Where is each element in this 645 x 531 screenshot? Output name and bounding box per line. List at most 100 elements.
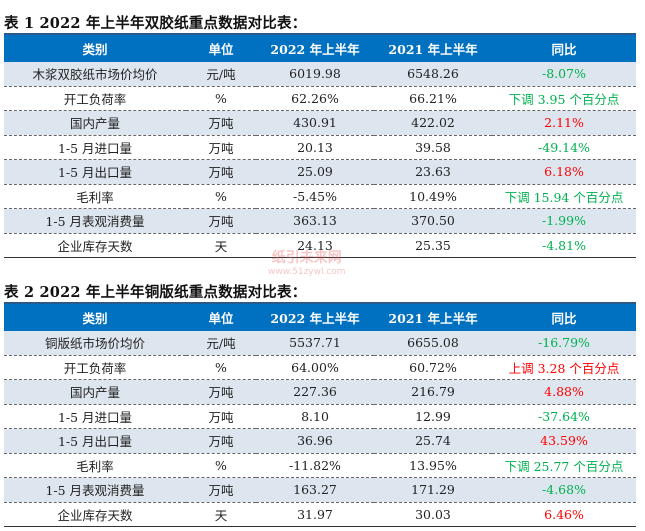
table-cell: 万吨 [186,404,256,429]
column-header: 类别 [4,302,186,331]
yoy-cell: -49.14% [492,135,636,160]
table-row: 企业库存天数天 24.13 25.35 -4.81% [4,233,636,258]
table-cell: 万吨 [186,477,256,503]
table-cell: 31.97 [256,502,374,527]
table-cell: 天 [186,233,256,258]
table-row: 毛利率% -11.82% 13.95% 下调 25.77 个百分点 [4,453,636,478]
table-cell: 1-5 月进口量 [4,135,186,160]
column-header: 单位 [186,302,256,331]
yoy-cell: 4.88% [492,379,636,405]
table-cell: % [186,86,256,111]
table-cell: 元/吨 [186,331,256,356]
column-header: 2021 年上半年 [374,302,492,331]
table-cell: 1-5 月出口量 [4,428,186,454]
table-cell: 万吨 [186,379,256,405]
table-cell: 1-5 月出口量 [4,159,186,185]
table-cell: 1-5 月进口量 [4,404,186,429]
table-cell: 万吨 [186,428,256,454]
table-row: 国内产量 万吨 430.91 422.02 2.11% [4,110,636,136]
table-cell: 企业库存天数 [4,233,186,258]
table-cell: 171.29 [374,477,492,503]
table-row: 1-5 月进口量 万吨 20.13 39.58 -49.14% [4,135,636,160]
yoy-cell: 43.59% [492,428,636,454]
table-row: 铜版纸市场价均价 元/吨 5537.71 6655.08 -16.79% [4,331,636,356]
table-cell: 25.35 [374,233,492,258]
yoy-cell: -16.79% [492,331,636,356]
yoy-cell: 上调 3.28 个百分点 [492,355,636,380]
table-row: 1-5 月出口量 万吨 25.09 23.63 6.18% [4,159,636,185]
table-cell: 万吨 [186,135,256,160]
table-cell: 6019.98 [256,62,374,87]
table-cell: 12.99 [374,404,492,429]
table-row: 开工负荷率% 62.26% 66.21% 下调 3.95 个百分点 [4,86,636,111]
table-row: 1-5 月表观消费量 万吨 163.27 171.29 -4.68% [4,477,636,503]
table-row: 毛利率% -5.45% 10.49% 下调 15.94 个百分点 [4,184,636,209]
table-cell: 开工负荷率 [4,86,186,111]
column-header: 2022 年上半年 [256,302,374,331]
table-cell: 20.13 [256,135,374,160]
table-cell: 36.96 [256,428,374,454]
table-row: 国内产量 万吨 227.36 216.79 4.88% [4,379,636,405]
table-cell: 60.72% [374,355,492,380]
table-cell: 10.49% [374,184,492,209]
yoy-cell: 下调 3.95 个百分点 [492,86,636,111]
watermark-logo: 纸引未来网 www.51zywl.com [268,250,346,277]
table-cell: 25.09 [256,159,374,185]
table-cell: 毛利率 [4,184,186,209]
table-header-row: 类别 单位 2022 年上半年 2021 年上半年 同比 [4,302,636,331]
table-cell: 开工负荷率 [4,355,186,380]
yoy-cell: -1.99% [492,208,636,234]
table-cell: 163.27 [256,477,374,503]
table-cell: 30.03 [374,502,492,527]
table-cell: 23.63 [374,159,492,185]
table-cell: 铜版纸市场价均价 [4,331,186,356]
table-cell: 227.36 [256,379,374,405]
table-cell: 24.13 [256,233,374,258]
table-cell: 6655.08 [374,331,492,356]
yoy-cell: -8.07% [492,62,636,87]
table-cell: 430.91 [256,110,374,136]
table-cell: 39.58 [374,135,492,160]
table-cell: -11.82% [256,453,374,478]
column-header: 同比 [492,302,636,331]
yoy-cell: 2.11% [492,110,636,136]
table-row: 开工负荷率% 64.00% 60.72% 上调 3.28 个百分点 [4,355,636,380]
yoy-cell: 下调 15.94 个百分点 [492,184,636,209]
table-cell: % [186,184,256,209]
table-header-row: 类别 单位 2022 年上半年 2021 年上半年 同比 [4,33,636,62]
table-cell: % [186,355,256,380]
column-header: 单位 [186,33,256,62]
table-cell: 66.21% [374,86,492,111]
table1-caption: 表 1 2022 年上半年双胶纸重点数据对比表： [4,15,307,32]
table-cell: 422.02 [374,110,492,136]
yoy-cell: -4.81% [492,233,636,258]
table-cell: -5.45% [256,184,374,209]
table-row: 1-5 月出口量 万吨 36.96 25.74 43.59% [4,428,636,454]
table-cell: 13.95% [374,453,492,478]
table-cell: 天 [186,502,256,527]
yoy-cell: -37.64% [492,404,636,429]
table-cell: 8.10 [256,404,374,429]
table2: 类别 单位 2022 年上半年 2021 年上半年 同比 铜版纸市场价均价 元/吨 5537… [4,302,636,527]
table-row: 木浆双胶纸市场价均价 元/吨 6019.98 6548.26 -8.07% [4,62,636,87]
table1: 类别 单位 2022 年上半年 2021 年上半年 同比 木浆双胶纸市场价均价 元/吨 60… [4,33,636,258]
table-cell: 25.74 [374,428,492,454]
column-header: 类别 [4,33,186,62]
table-cell: 6548.26 [374,62,492,87]
yoy-cell: 下调 25.77 个百分点 [492,453,636,478]
table-cell: 1-5 月表观消费量 [4,477,186,503]
table-cell: 国内产量 [4,379,186,405]
table-cell: 万吨 [186,208,256,234]
table-cell: 370.50 [374,208,492,234]
yoy-cell: -4.68% [492,477,636,503]
table-cell: 元/吨 [186,62,256,87]
table-row: 企业库存天数天 31.97 30.03 6.46% [4,502,636,527]
table-cell: 国内产量 [4,110,186,136]
yoy-cell: 6.46% [492,502,636,527]
table-cell: 木浆双胶纸市场价均价 [4,62,186,87]
table-cell: 363.13 [256,208,374,234]
table-cell: 64.00% [256,355,374,380]
table-cell: 5537.71 [256,331,374,356]
yoy-cell: 6.18% [492,159,636,185]
table-cell: 216.79 [374,379,492,405]
